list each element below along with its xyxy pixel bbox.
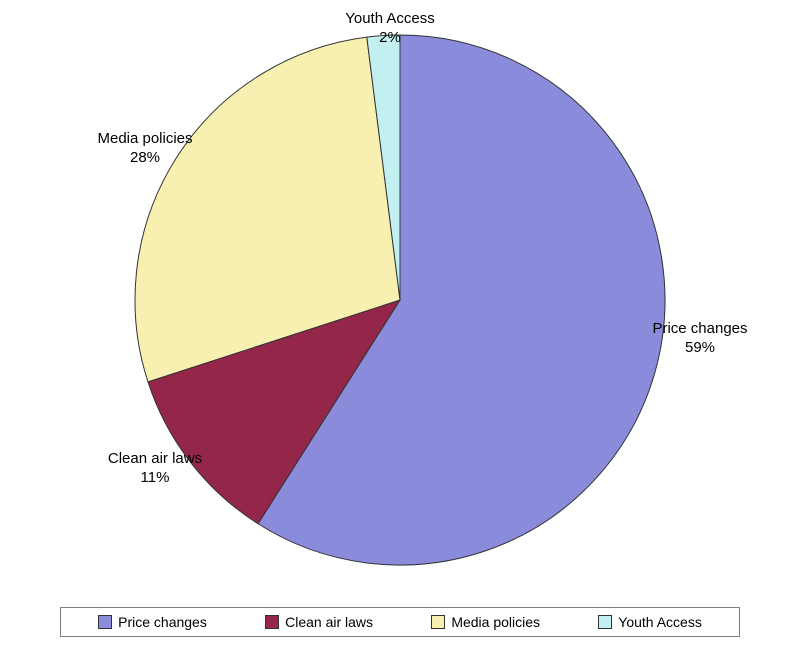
- legend-item-price-changes: Price changes: [98, 614, 207, 630]
- legend-swatch: [431, 615, 445, 629]
- legend-label: Clean air laws: [285, 614, 373, 630]
- legend-swatch: [598, 615, 612, 629]
- pie-chart-container: Price changes 59% Clean air laws 11% Med…: [0, 0, 800, 651]
- legend-label: Youth Access: [618, 614, 702, 630]
- legend-item-media-policies: Media policies: [431, 614, 540, 630]
- legend-item-youth-access: Youth Access: [598, 614, 702, 630]
- legend-swatch: [265, 615, 279, 629]
- legend-swatch: [98, 615, 112, 629]
- legend: Price changes Clean air laws Media polic…: [60, 607, 740, 637]
- legend-label: Media policies: [451, 614, 540, 630]
- pie-chart-svg: [20, 10, 780, 585]
- legend-label: Price changes: [118, 614, 207, 630]
- plot-area: Price changes 59% Clean air laws 11% Med…: [20, 10, 780, 585]
- legend-item-clean-air-laws: Clean air laws: [265, 614, 373, 630]
